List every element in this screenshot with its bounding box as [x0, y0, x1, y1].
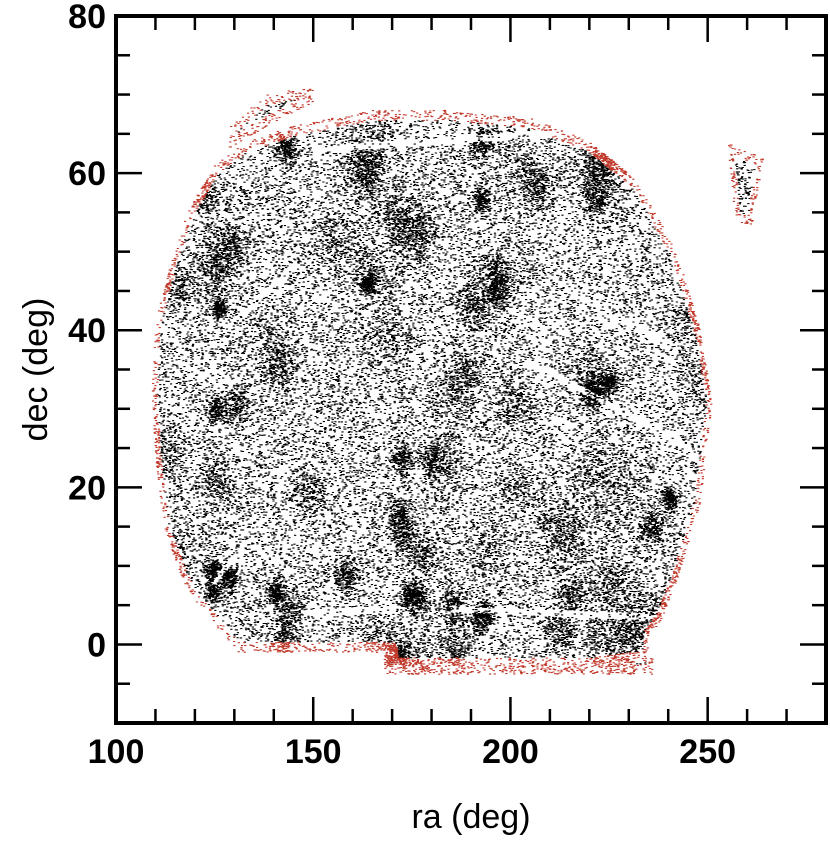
y-tick-label: 0	[87, 626, 106, 664]
x-tick-label: 100	[88, 733, 145, 771]
y-tick-label: 20	[68, 469, 106, 507]
x-tick-label: 200	[482, 733, 539, 771]
y-axis-label: dec (deg)	[17, 298, 55, 442]
y-tick-label: 60	[68, 155, 106, 193]
x-axis-label: ra (deg)	[411, 798, 530, 836]
axis-ticks	[116, 16, 826, 723]
tick-labels: 100 150 200 250 0 20 40 60 80	[68, 0, 736, 771]
boundary-points	[151, 88, 764, 675]
interior-points	[156, 99, 756, 665]
x-tick-label: 150	[285, 733, 342, 771]
scatter-points	[151, 88, 764, 675]
y-tick-label: 80	[68, 0, 106, 36]
x-tick-label: 250	[679, 733, 736, 771]
y-tick-label: 40	[68, 312, 106, 350]
